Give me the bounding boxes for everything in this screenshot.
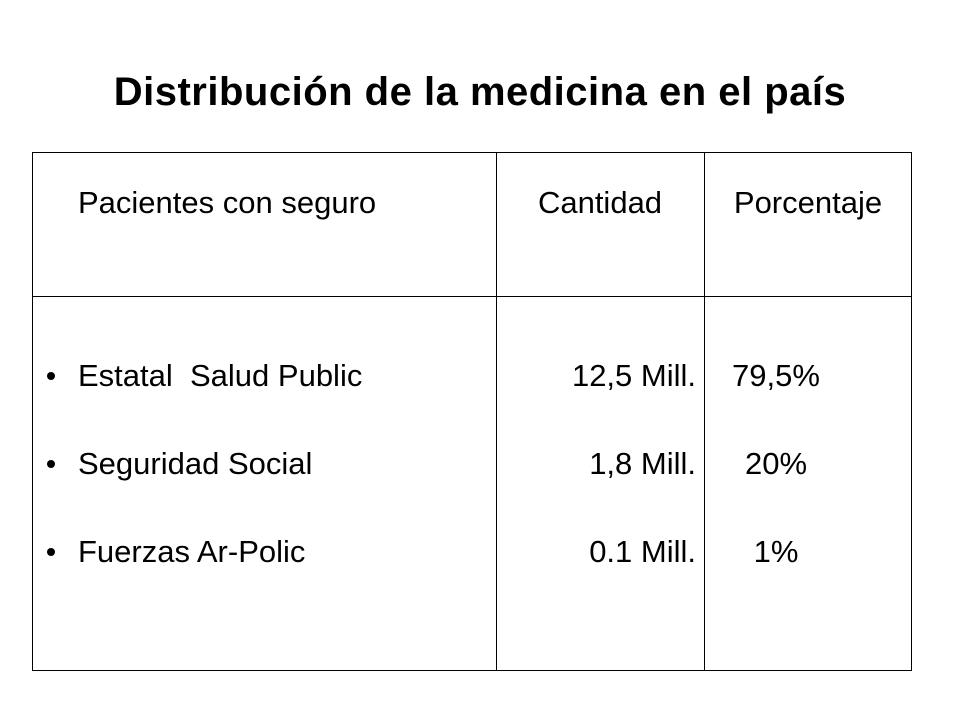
- column-divider: [496, 153, 497, 670]
- header-quantity: Cantidad: [537, 185, 663, 220]
- column-divider: [704, 153, 705, 670]
- bullet-icon: [47, 372, 55, 380]
- table-row: Estatal Salud Public 12,5 Mill. 79,5%: [33, 356, 911, 396]
- table-row: Seguridad Social 1,8 Mill. 20%: [33, 444, 911, 484]
- bullet-icon: [47, 460, 55, 468]
- row-quantity: 1,8 Mill.: [589, 446, 696, 481]
- page-title: Distribución de la medicina en el país: [113, 70, 847, 114]
- header-percentage: Porcentaje: [733, 185, 883, 220]
- row-quantity: 12,5 Mill.: [571, 358, 696, 393]
- table-row: Fuerzas Ar-Polic 0.1 Mill. 1%: [33, 532, 911, 572]
- header-divider: [33, 296, 911, 297]
- insurance-table: Pacientes con seguro Cantidad Porcentaje…: [32, 152, 912, 671]
- row-label: Seguridad Social: [78, 446, 313, 481]
- row-quantity: 0.1 Mill.: [589, 534, 696, 569]
- bullet-icon: [47, 548, 55, 556]
- row-label: Estatal Salud Public: [78, 358, 363, 393]
- row-label: Fuerzas Ar-Polic: [78, 534, 306, 569]
- header-patients: Pacientes con seguro: [78, 185, 377, 220]
- row-percent: 79,5%: [732, 358, 820, 393]
- row-percent: 1%: [753, 534, 799, 569]
- row-percent: 20%: [744, 446, 808, 481]
